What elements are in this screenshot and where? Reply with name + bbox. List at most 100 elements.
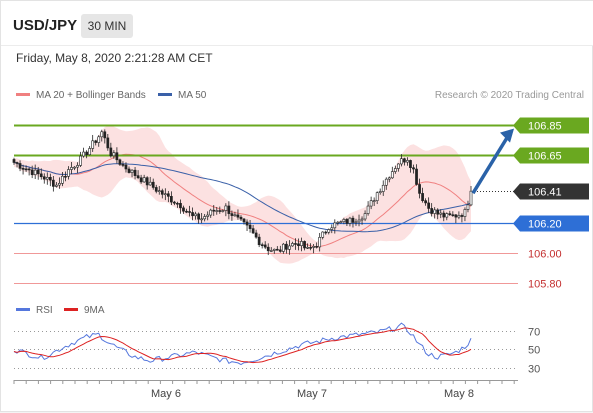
candle-body — [469, 190, 473, 206]
candle-body — [209, 209, 213, 216]
candle-body — [39, 173, 43, 178]
candle-body — [173, 201, 176, 204]
candle-body — [103, 131, 107, 139]
bollinger-band-area — [14, 125, 471, 264]
candle-body — [393, 168, 397, 172]
candle-body — [387, 177, 391, 180]
projection-arrow-shaft — [471, 133, 511, 195]
candle-body — [427, 202, 430, 209]
candle-body — [15, 162, 19, 164]
candle-body — [194, 213, 197, 217]
candle-body — [55, 184, 58, 187]
candle-body — [300, 241, 303, 246]
candle-body — [12, 159, 16, 163]
candle-body — [260, 244, 264, 246]
candle-body — [285, 243, 288, 250]
candle-body — [82, 151, 85, 157]
candle-body — [88, 148, 92, 155]
candle-body — [127, 168, 131, 173]
x-axis: May 6 May 7 May 8 — [13, 380, 518, 400]
candle-body — [160, 190, 164, 195]
x-tick-label: May 8 — [444, 388, 474, 400]
candle-body — [148, 181, 152, 186]
candle-body — [94, 140, 98, 143]
candle-body — [61, 175, 64, 184]
timestamp: Friday, May 8, 2020 2:21:28 AM CET — [16, 51, 213, 65]
candle-body — [257, 236, 261, 245]
ma50-legend-swatch — [158, 93, 172, 96]
moving-averages — [13, 153, 472, 248]
candle-body — [327, 229, 331, 233]
rsi-tick-70: 70 — [528, 327, 540, 339]
candle-body — [318, 237, 322, 248]
candle-body — [372, 200, 376, 202]
x-tick-label: May 7 — [297, 388, 327, 400]
candle-body — [254, 232, 258, 238]
candle-body — [397, 163, 400, 169]
candle-body — [215, 210, 219, 212]
candle-body — [24, 168, 28, 171]
projection-arrow-head — [500, 128, 514, 143]
candle-body — [36, 169, 40, 175]
candle-body — [421, 193, 424, 201]
candle-body — [263, 244, 267, 248]
x-tick-label: May 6 — [151, 388, 181, 400]
candle-body — [406, 160, 409, 163]
ma9-legend-label: 9MA — [84, 305, 105, 316]
candle-body — [45, 177, 49, 180]
candle-body — [188, 211, 191, 213]
resistance-box-106-85 — [520, 117, 589, 134]
candle-body — [381, 184, 385, 192]
candle-body — [76, 165, 79, 168]
ma20-legend-label: MA 20 + Bollinger Bands — [36, 90, 146, 101]
candle-body — [278, 249, 282, 252]
support-label-106-00: 106.00 — [528, 249, 562, 261]
support-box-106-20 — [520, 215, 589, 232]
candle-body — [403, 158, 406, 163]
candle-body — [251, 228, 255, 234]
candle-body — [179, 203, 182, 209]
ma20-line — [13, 153, 472, 248]
candle-body — [415, 168, 418, 185]
rsi-tick-50: 50 — [528, 345, 540, 357]
candle-body — [200, 218, 204, 221]
candle-body — [357, 219, 361, 223]
candle-body — [151, 181, 155, 188]
candle-body — [145, 177, 149, 186]
candle-body — [97, 136, 101, 143]
research-credit: Research © 2020 Trading Central — [435, 90, 584, 101]
candle-body — [439, 212, 443, 215]
candle-body — [118, 159, 122, 165]
candle-body — [42, 176, 46, 180]
current-price-pointer — [513, 183, 520, 200]
candles — [12, 129, 473, 256]
candle-body — [303, 241, 306, 249]
candle-body — [139, 177, 143, 183]
candle-body — [18, 163, 22, 169]
candle-body — [109, 147, 113, 157]
candle-body — [275, 248, 279, 251]
candle-body — [191, 212, 194, 217]
candle-body — [218, 210, 222, 212]
candle-body — [166, 193, 170, 197]
candle-body — [330, 227, 334, 230]
candle-body — [133, 169, 137, 176]
rsi-line — [13, 322, 472, 366]
rsi-ma9-line — [13, 327, 472, 364]
timeframe-button[interactable]: 30 MIN — [81, 14, 133, 38]
candle-body — [73, 166, 76, 169]
header-bar: USD/JPY 30 MIN — [1, 1, 593, 45]
candle-body — [230, 213, 234, 216]
rsi-legend-label: RSI — [36, 305, 53, 316]
candle-body — [291, 243, 294, 247]
candle-body — [51, 179, 55, 187]
candle-body — [375, 192, 379, 201]
candle-body — [245, 221, 249, 226]
candle-body — [288, 245, 291, 250]
candle-body — [64, 175, 67, 178]
candle-body — [360, 218, 364, 221]
candle-body — [21, 168, 25, 170]
candle-body — [100, 131, 104, 138]
ma20-legend-swatch — [16, 93, 30, 96]
